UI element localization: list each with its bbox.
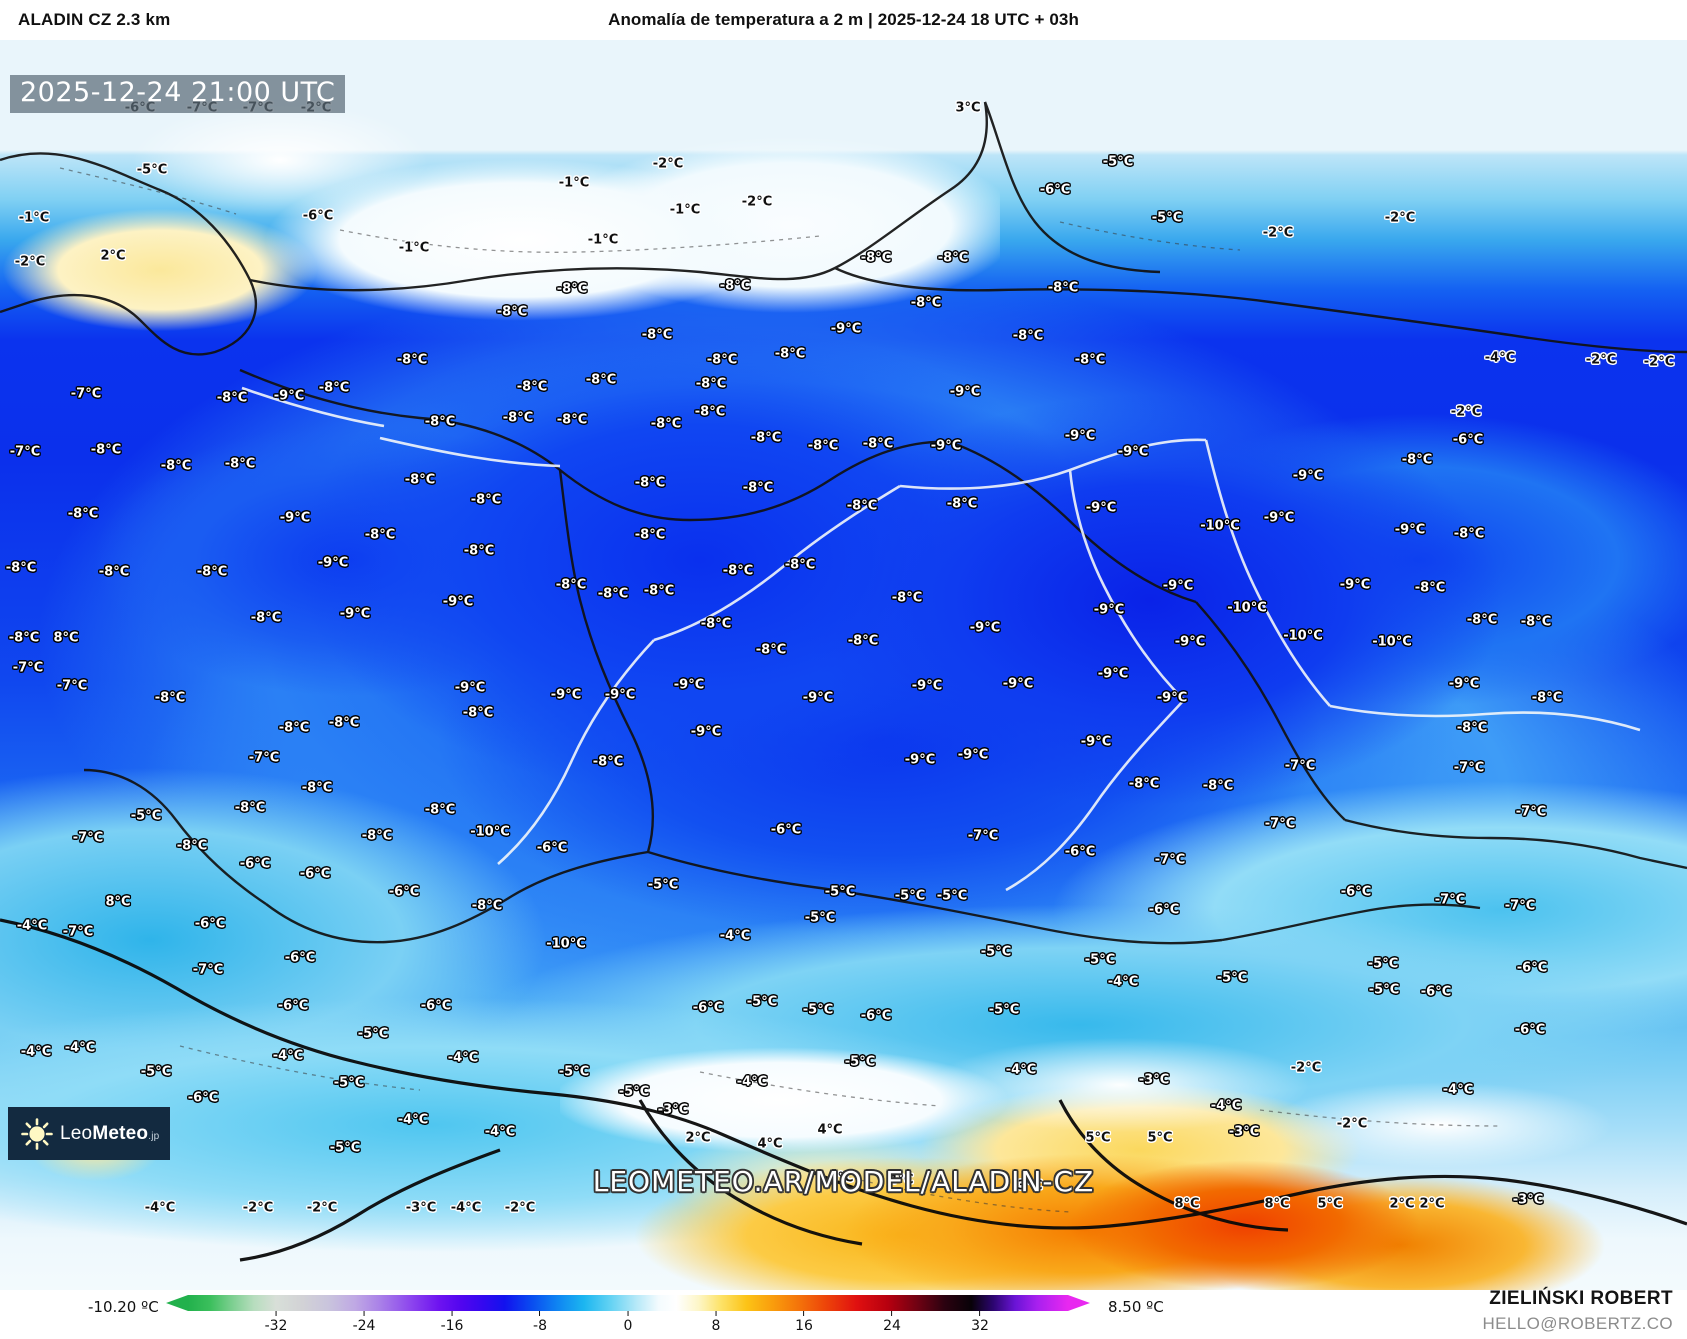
colorbar-tick-text: 24	[883, 1318, 901, 1334]
timestamp-overlay: 2025-12-24 21:00 UTC	[10, 75, 346, 114]
colorbar-tick-mark	[363, 1311, 365, 1316]
colorbar-tick-mark	[539, 1311, 541, 1316]
logo-suffix: .jp	[148, 1130, 160, 1142]
colorbar-tick-text: -8	[533, 1318, 547, 1334]
author-name: ZIELIŃSKI ROBERT	[1489, 1288, 1673, 1309]
colorbar-tick-text: -32	[264, 1318, 288, 1334]
colorbar-area: -10.20 ºC -32 -24 -16 -8 0 8 16 24 32 8.50 ºC	[0, 1290, 1687, 1339]
colorbar-track[interactable]	[166, 1295, 1090, 1311]
colorbar-tick: 24	[883, 1311, 901, 1334]
colorbar-tick-text: -16	[440, 1318, 464, 1334]
colorbar-tick-mark	[275, 1311, 277, 1316]
colorbar-tick-mark	[715, 1311, 717, 1316]
colorbar-tick-text: 16	[795, 1318, 813, 1334]
colorbar-tick: 0	[623, 1311, 633, 1334]
leometeo-logo-badge[interactable]: LeoMeteo.jp	[8, 1107, 170, 1160]
temperature-anomaly-field	[0, 40, 1687, 1290]
logo-name-bold: Meteo	[92, 1122, 149, 1144]
colorbar-tick: -8	[533, 1311, 547, 1334]
colorbar-min-label: -10.20 ºC	[88, 1298, 159, 1316]
colorbar-max-label: 8.50 ºC	[1108, 1298, 1164, 1316]
colorbar-gradient	[188, 1295, 1068, 1311]
colorbar-tick: -16	[440, 1311, 464, 1334]
colorbar-tick-mark	[891, 1311, 893, 1316]
logo-name-light: Leo	[60, 1122, 93, 1144]
page-title: Anomalía de temperatura a 2 m | 2025-12-…	[608, 10, 1079, 29]
colorbar-tick-text: 0	[623, 1318, 633, 1334]
colorbar-tick-labels: -32 -24 -16 -8 0 8 16 24 32	[188, 1311, 1068, 1337]
model-label: ALADIN CZ 2.3 km	[18, 10, 171, 29]
colorbar-tick-mark	[451, 1311, 453, 1316]
colorbar-tick: 16	[795, 1311, 813, 1334]
leometeo-logo-text: LeoMeteo.jp	[60, 1123, 159, 1145]
colorbar-tick-mark	[803, 1311, 805, 1316]
colorbar-tick: 32	[971, 1311, 989, 1334]
map-viewport[interactable]: -6°C-7°C-7°C-2°C3°C-5°C-5°C-2°C-6°C-1°C-…	[0, 40, 1687, 1290]
colorbar-low-arrow	[166, 1295, 188, 1311]
colorbar-high-arrow	[1068, 1295, 1090, 1311]
colorbar-tick: -24	[352, 1311, 376, 1334]
colorbar-tick-text: 32	[971, 1318, 989, 1334]
colorbar-tick: 8	[711, 1311, 721, 1334]
colorbar-tick-mark	[627, 1311, 629, 1316]
author-email[interactable]: HELLO@ROBERTZ.CO	[1482, 1314, 1673, 1333]
header-bar: ALADIN CZ 2.3 km Anomalía de temperatura…	[0, 0, 1687, 40]
colorbar-tick-text: 8	[711, 1318, 721, 1334]
colorbar-tick-text: -24	[352, 1318, 376, 1334]
colorbar-tick: -32	[264, 1311, 288, 1334]
colorbar-tick-mark	[979, 1311, 981, 1316]
sun-icon	[21, 1117, 53, 1150]
